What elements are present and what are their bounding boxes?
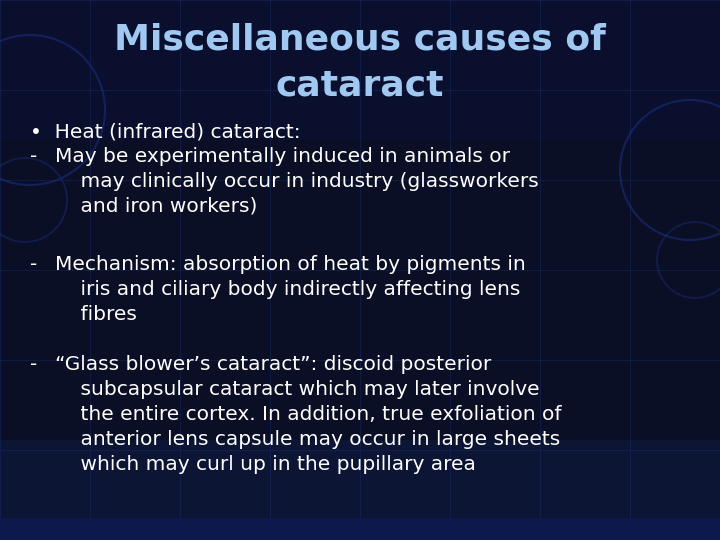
Text: -: - (30, 255, 37, 274)
Bar (0, 0, 720, 140)
Text: -: - (30, 355, 37, 374)
Bar (0, 518, 720, 540)
Text: Mechanism: absorption of heat by pigments in
    iris and ciliary body indirectl: Mechanism: absorption of heat by pigment… (55, 255, 526, 324)
Bar (0, 440, 720, 540)
Text: “Glass blower’s cataract”: discoid posterior
    subcapsular cataract which may : “Glass blower’s cataract”: discoid poste… (55, 355, 562, 474)
Bar (0, 0, 720, 440)
Text: Miscellaneous causes of: Miscellaneous causes of (114, 23, 606, 57)
Text: -: - (30, 147, 37, 166)
Text: May be experimentally induced in animals or
    may clinically occur in industry: May be experimentally induced in animals… (55, 147, 539, 216)
Text: •  Heat (infrared) cataract:: • Heat (infrared) cataract: (30, 122, 301, 141)
Text: cataract: cataract (276, 68, 444, 102)
